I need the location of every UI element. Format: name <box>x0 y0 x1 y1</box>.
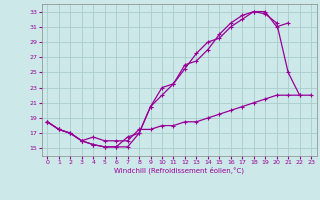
X-axis label: Windchill (Refroidissement éolien,°C): Windchill (Refroidissement éolien,°C) <box>114 167 244 174</box>
